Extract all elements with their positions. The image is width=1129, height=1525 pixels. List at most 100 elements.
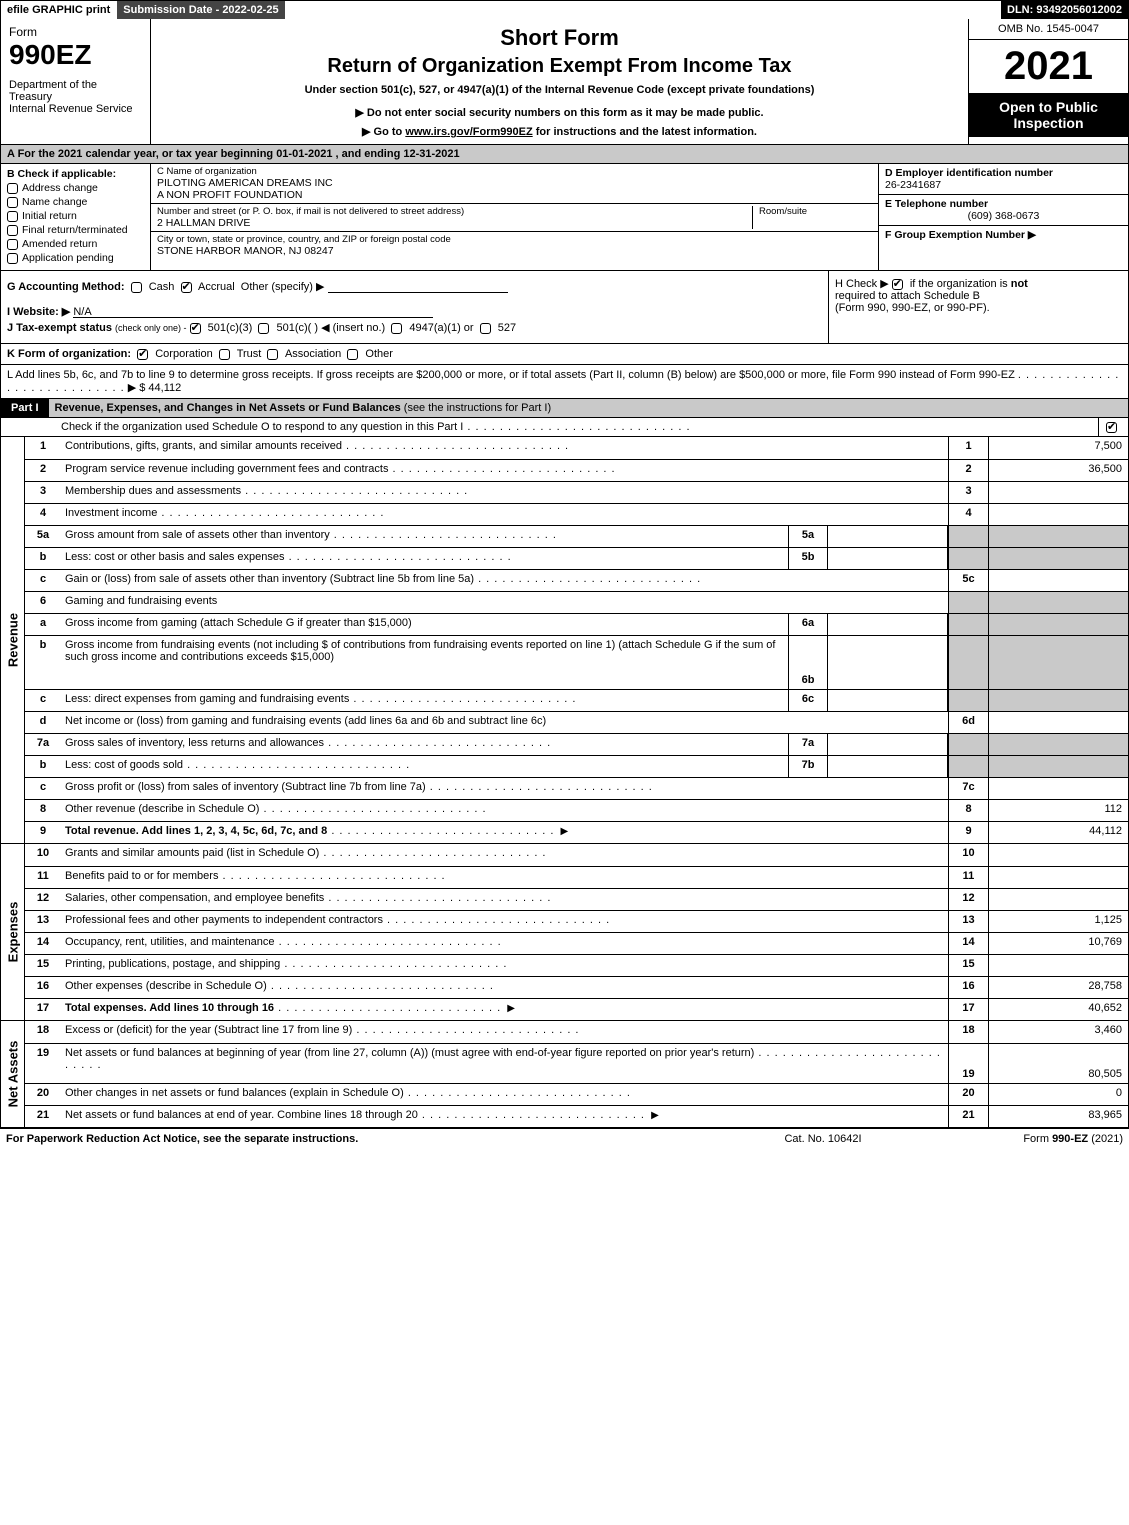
- h-not: not: [1011, 278, 1028, 290]
- street-label: Number and street (or P. O. box, if mail…: [157, 206, 752, 217]
- line-13: 13 Professional fees and other payments …: [25, 910, 1128, 932]
- k-association: Association: [285, 348, 341, 360]
- chk-accrual[interactable]: [181, 282, 192, 293]
- amt-11: [988, 867, 1128, 888]
- chk-sched-o[interactable]: [1106, 422, 1117, 433]
- line-14: 14 Occupancy, rent, utilities, and maint…: [25, 932, 1128, 954]
- chk-association[interactable]: [267, 349, 278, 360]
- line-6d: d Net income or (loss) from gaming and f…: [25, 711, 1128, 733]
- chk-trust[interactable]: [219, 349, 230, 360]
- amt-16: 28,758: [988, 977, 1128, 998]
- dept-treasury: Department of the Treasury Internal Reve…: [9, 79, 142, 115]
- chk-final-return[interactable]: Final return/terminated: [7, 224, 144, 236]
- line-17: 17 Total expenses. Add lines 10 through …: [25, 998, 1128, 1020]
- line-6b: b Gross income from fundraising events (…: [25, 635, 1128, 689]
- block-e: E Telephone number (609) 368-0673: [879, 195, 1128, 226]
- expenses-lines: 10 Grants and similar amounts paid (list…: [25, 844, 1128, 1020]
- revenue-grid: Revenue 1 Contributions, gifts, grants, …: [1, 437, 1128, 844]
- chk-other-org[interactable]: [347, 349, 358, 360]
- line-7c: c Gross profit or (loss) from sales of i…: [25, 777, 1128, 799]
- arrow-icon: [504, 1002, 518, 1014]
- line-3: 3 Membership dues and assessments 3: [25, 481, 1128, 503]
- block-b: B Check if applicable: Address change Na…: [1, 164, 151, 270]
- sched-o-row: Check if the organization used Schedule …: [1, 418, 1128, 437]
- line-4: 4 Investment income 4: [25, 503, 1128, 525]
- chk-address-change[interactable]: Address change: [7, 182, 144, 194]
- form-subtitle-under: Under section 501(c), 527, or 4947(a)(1)…: [157, 84, 962, 96]
- group-exemption-label: F Group Exemption Number ▶: [885, 229, 1036, 241]
- amt-2: 36,500: [988, 460, 1128, 481]
- phone-value: (609) 368-0673: [885, 210, 1122, 222]
- goto-post: for instructions and the latest informat…: [533, 126, 757, 138]
- footer-left: For Paperwork Reduction Act Notice, see …: [6, 1133, 723, 1145]
- row-j: J Tax-exempt status (check only one) - 5…: [7, 321, 822, 334]
- j-label: J Tax-exempt status: [7, 322, 112, 334]
- line-18: 18 Excess or (deficit) for the year (Sub…: [25, 1021, 1128, 1043]
- amt-15: [988, 955, 1128, 976]
- form-990ez: efile GRAPHIC print Submission Date - 20…: [0, 0, 1129, 1129]
- chk-501c[interactable]: [258, 323, 269, 334]
- amt-20: 0: [988, 1084, 1128, 1105]
- ghij-left: G Accounting Method: Cash Accrual Other …: [1, 271, 828, 343]
- footer-catno: Cat. No. 10642I: [723, 1133, 923, 1145]
- arrow-icon: [557, 825, 571, 837]
- topbar-spacer: [286, 1, 1001, 19]
- k-label: K Form of organization:: [7, 348, 131, 360]
- amt-21: 83,965: [988, 1106, 1128, 1127]
- line-9: 9 Total revenue. Add lines 1, 2, 3, 4, 5…: [25, 821, 1128, 843]
- header-center: Short Form Return of Organization Exempt…: [151, 19, 968, 144]
- org-name-row: C Name of organization PILOTING AMERICAN…: [151, 164, 878, 204]
- k-corporation: Corporation: [155, 348, 212, 360]
- chk-h[interactable]: [892, 279, 903, 290]
- chk-application-pending[interactable]: Application pending: [7, 252, 144, 264]
- revenue-tab: Revenue: [1, 437, 25, 843]
- city-value: STONE HARBOR MANOR, NJ 08247: [157, 245, 872, 257]
- g-other-input[interactable]: [328, 281, 508, 293]
- amt-8: 112: [988, 800, 1128, 821]
- net-assets-grid: Net Assets 18 Excess or (deficit) for th…: [1, 1021, 1128, 1128]
- block-d: D Employer identification number 26-2341…: [879, 164, 1128, 195]
- city-row: City or town, state or province, country…: [151, 232, 878, 270]
- chk-527[interactable]: [480, 323, 491, 334]
- line-8: 8 Other revenue (describe in Schedule O)…: [25, 799, 1128, 821]
- part-i-header: Part I Revenue, Expenses, and Changes in…: [1, 399, 1128, 418]
- chk-initial-return[interactable]: Initial return: [7, 210, 144, 222]
- chk-cash[interactable]: [131, 282, 142, 293]
- h-pre: H Check ▶: [835, 278, 892, 290]
- city-label: City or town, state or province, country…: [157, 234, 872, 245]
- val-7b: [828, 756, 948, 777]
- street-row: Number and street (or P. O. box, if mail…: [151, 204, 878, 232]
- chk-name-change[interactable]: Name change: [7, 196, 144, 208]
- row-g: G Accounting Method: Cash Accrual Other …: [7, 280, 822, 293]
- efile-print-button[interactable]: efile GRAPHIC print: [1, 1, 117, 19]
- chk-corporation[interactable]: [137, 349, 148, 360]
- header-left: Form 990EZ Department of the Treasury In…: [1, 19, 151, 144]
- part-i-title-text: Revenue, Expenses, and Changes in Net As…: [55, 402, 401, 414]
- val-5a: [828, 526, 948, 547]
- goto-pre: ▶ Go to: [362, 126, 405, 138]
- amt-6d: [988, 712, 1128, 733]
- g-cash: Cash: [149, 281, 175, 293]
- amt-3: [988, 482, 1128, 503]
- footer-right: Form 990-EZ (2021): [923, 1133, 1123, 1145]
- line-16: 16 Other expenses (describe in Schedule …: [25, 976, 1128, 998]
- j-501c3: 501(c)(3): [208, 322, 253, 334]
- sched-o-checkbox-cell: [1098, 418, 1128, 436]
- g-accrual: Accrual: [198, 281, 235, 293]
- goto-link[interactable]: www.irs.gov/Form990EZ: [405, 126, 532, 138]
- line-1: 1 Contributions, gifts, grants, and simi…: [25, 437, 1128, 459]
- line-5c: c Gain or (loss) from sale of assets oth…: [25, 569, 1128, 591]
- line-7b: b Less: cost of goods sold 7b: [25, 755, 1128, 777]
- line-6: 6 Gaming and fundraising events: [25, 591, 1128, 613]
- line-5b: b Less: cost or other basis and sales ex…: [25, 547, 1128, 569]
- amt-18: 3,460: [988, 1021, 1128, 1043]
- g-other: Other (specify) ▶: [241, 281, 325, 293]
- block-c: C Name of organization PILOTING AMERICAN…: [151, 164, 878, 270]
- chk-501c3[interactable]: [190, 323, 201, 334]
- net-assets-lines: 18 Excess or (deficit) for the year (Sub…: [25, 1021, 1128, 1127]
- j-sub: (check only one) -: [115, 323, 187, 333]
- val-7a: [828, 734, 948, 755]
- chk-4947[interactable]: [391, 323, 402, 334]
- line-6c: c Less: direct expenses from gaming and …: [25, 689, 1128, 711]
- chk-amended-return[interactable]: Amended return: [7, 238, 144, 250]
